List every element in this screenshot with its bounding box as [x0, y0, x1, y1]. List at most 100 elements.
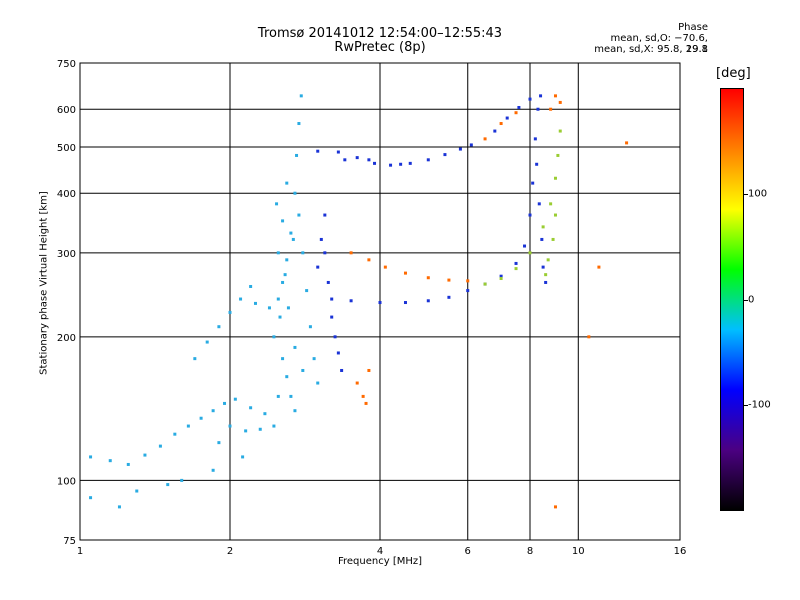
- data-point: [544, 280, 548, 284]
- data-point: [249, 284, 253, 288]
- data-point: [293, 345, 297, 349]
- colorbar-unit: [deg]: [716, 66, 751, 81]
- data-point: [263, 412, 267, 416]
- data-point: [258, 427, 262, 431]
- data-point: [228, 424, 232, 428]
- data-point: [340, 368, 344, 372]
- x-tick-label: 4: [377, 546, 383, 557]
- data-point: [293, 191, 297, 195]
- data-point: [323, 213, 327, 217]
- grid: [80, 63, 680, 540]
- data-point: [291, 237, 295, 241]
- data-point: [143, 453, 147, 457]
- data-point: [285, 181, 289, 185]
- data-point: [349, 299, 353, 303]
- phase-colorbar: [720, 88, 744, 511]
- y-tick-label: 500: [57, 143, 76, 154]
- data-point: [537, 202, 541, 206]
- data-point: [343, 158, 347, 162]
- data-point: [301, 368, 305, 372]
- data-point: [297, 122, 301, 126]
- data-point: [308, 325, 312, 329]
- data-point: [546, 258, 550, 262]
- data-point: [244, 429, 248, 433]
- data-point: [316, 381, 320, 385]
- data-point: [326, 280, 330, 284]
- colorbar-tick-mark: [744, 299, 748, 301]
- data-point: [333, 335, 337, 339]
- data-point: [186, 424, 190, 428]
- data-point: [426, 158, 430, 162]
- data-point: [556, 153, 560, 157]
- data-point: [625, 141, 629, 145]
- data-point: [108, 459, 112, 463]
- data-point: [541, 225, 545, 229]
- data-point: [285, 375, 289, 379]
- data-point: [281, 280, 285, 284]
- data-point: [89, 455, 93, 459]
- phase-mean-o: mean, sd,O: −70.6, 19.8: [610, 33, 708, 55]
- data-point: [253, 301, 257, 305]
- colorbar-tick-mark: [744, 193, 748, 195]
- data-point: [158, 444, 162, 448]
- data-point: [373, 161, 377, 165]
- data-point: [276, 394, 280, 398]
- colorbar-tick-mark: [744, 405, 748, 407]
- data-point: [117, 505, 121, 509]
- x-axis-label: Frequency [MHz]: [337, 556, 423, 567]
- data-point: [483, 137, 487, 141]
- data-point: [336, 351, 340, 355]
- data-point: [539, 94, 543, 98]
- chart-subtitle: RwPretec (8p): [334, 40, 426, 55]
- data-point: [528, 251, 532, 255]
- data-point: [514, 267, 518, 271]
- data-point: [330, 297, 334, 301]
- data-point: [276, 297, 280, 301]
- phase-mean-x: mean, sd,X: 95.8, 29.1: [594, 44, 708, 55]
- scatter-points: [89, 94, 629, 509]
- data-point: [301, 251, 305, 255]
- data-point: [166, 483, 170, 487]
- data-point: [551, 237, 555, 241]
- colorbar-tick-label: 100: [748, 188, 768, 200]
- data-point: [241, 455, 245, 459]
- data-point: [553, 213, 557, 217]
- data-point: [499, 277, 503, 281]
- data-point: [305, 289, 309, 293]
- data-point: [289, 231, 293, 235]
- x-tick-label: 6: [465, 546, 471, 557]
- data-point: [523, 244, 527, 248]
- phase-heading: Phase: [678, 22, 708, 33]
- data-point: [355, 381, 359, 385]
- chart-title: Tromsø 20141012 12:54:00–12:55:43: [257, 26, 503, 41]
- data-point: [458, 147, 462, 151]
- data-point: [228, 310, 232, 314]
- data-point: [286, 306, 290, 310]
- data-point: [408, 161, 412, 165]
- data-point: [469, 143, 473, 147]
- data-point: [89, 496, 93, 500]
- data-point: [540, 237, 544, 241]
- data-point: [297, 213, 301, 217]
- data-point: [517, 106, 521, 110]
- data-point: [535, 162, 539, 166]
- data-point: [483, 282, 487, 286]
- data-point: [312, 357, 316, 361]
- data-point: [544, 273, 548, 277]
- data-point: [289, 394, 293, 398]
- x-tick-label: 2: [227, 546, 233, 557]
- x-tick-label: 10: [572, 546, 585, 557]
- data-point: [587, 335, 591, 339]
- data-point: [233, 397, 237, 401]
- y-tick-label: 400: [57, 189, 76, 200]
- data-point: [249, 406, 253, 410]
- data-point: [336, 150, 340, 154]
- data-point: [293, 409, 297, 413]
- y-tick-label: 750: [57, 59, 76, 70]
- data-point: [367, 368, 371, 372]
- data-point: [316, 265, 320, 269]
- data-point: [278, 315, 282, 319]
- data-point: [267, 306, 271, 310]
- colorbar-tick-label: -100: [748, 399, 771, 411]
